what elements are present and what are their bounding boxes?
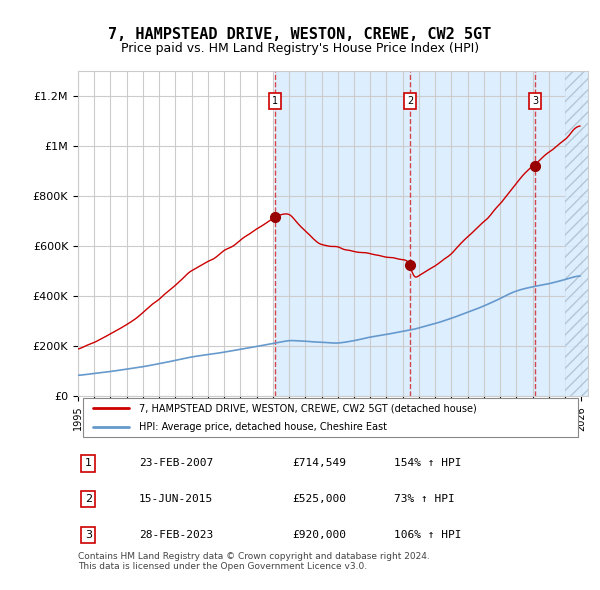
Text: Contains HM Land Registry data © Crown copyright and database right 2024.
This d: Contains HM Land Registry data © Crown c… [78,552,430,571]
Text: 73% ↑ HPI: 73% ↑ HPI [394,494,455,504]
FancyBboxPatch shape [83,398,578,437]
Text: HPI: Average price, detached house, Cheshire East: HPI: Average price, detached house, Ches… [139,422,387,432]
Text: 3: 3 [85,530,92,540]
Text: 154% ↑ HPI: 154% ↑ HPI [394,458,462,468]
Bar [410,71,535,396]
Text: 106% ↑ HPI: 106% ↑ HPI [394,530,462,540]
Text: 3: 3 [532,96,538,106]
Text: 1: 1 [272,96,278,106]
Bar [565,71,588,396]
Text: 7, HAMPSTEAD DRIVE, WESTON, CREWE, CW2 5GT: 7, HAMPSTEAD DRIVE, WESTON, CREWE, CW2 5… [109,27,491,41]
Text: 2: 2 [407,96,413,106]
Bar [535,71,588,396]
Text: Price paid vs. HM Land Registry's House Price Index (HPI): Price paid vs. HM Land Registry's House … [121,42,479,55]
Text: 7, HAMPSTEAD DRIVE, WESTON, CREWE, CW2 5GT (detached house): 7, HAMPSTEAD DRIVE, WESTON, CREWE, CW2 5… [139,404,477,413]
Bar [275,71,410,396]
Text: £714,549: £714,549 [292,458,346,468]
Text: 2: 2 [85,494,92,504]
Text: 23-FEB-2007: 23-FEB-2007 [139,458,214,468]
Text: £525,000: £525,000 [292,494,346,504]
Text: £920,000: £920,000 [292,530,346,540]
Text: 28-FEB-2023: 28-FEB-2023 [139,530,214,540]
Text: 15-JUN-2015: 15-JUN-2015 [139,494,214,504]
Text: 1: 1 [85,458,92,468]
